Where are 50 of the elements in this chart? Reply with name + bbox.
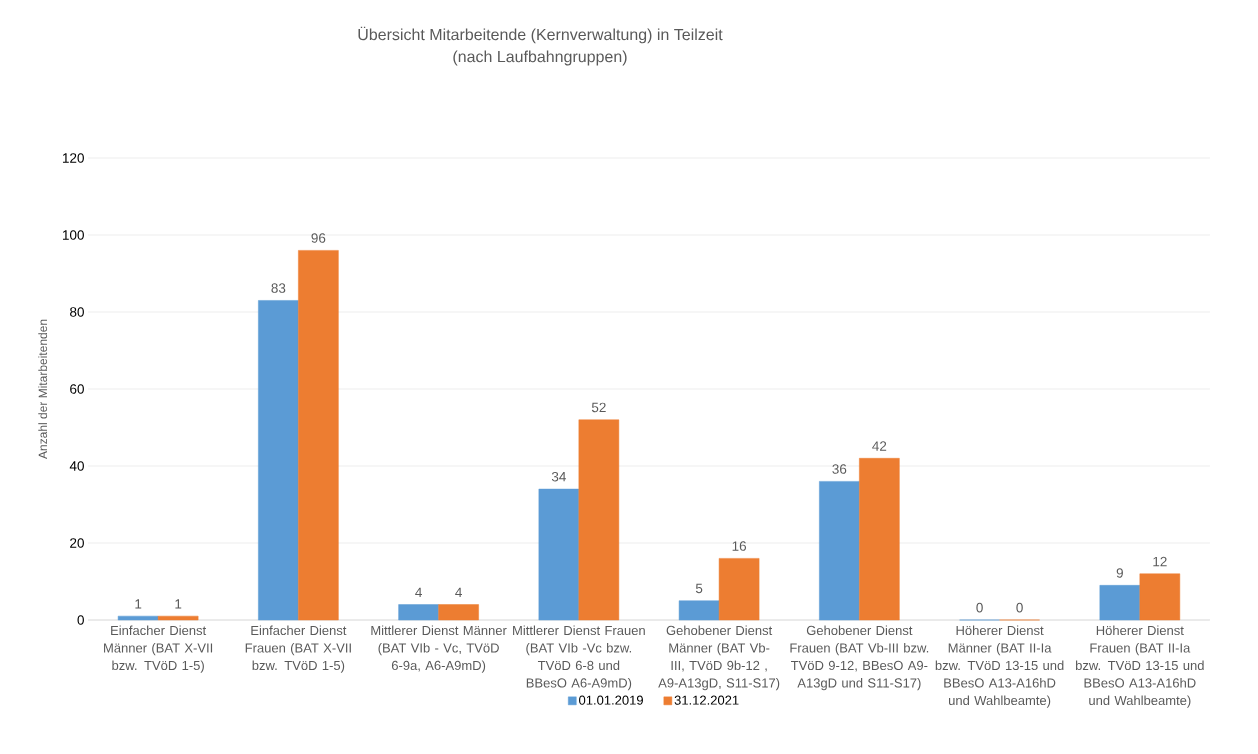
bar	[718, 558, 760, 621]
bar	[538, 488, 580, 621]
bar	[1099, 585, 1141, 621]
x-tick-label: Gehobener Dienst Frauen (BAT Vb-III bzw. TVöD 9-12, BBesO A9-A13gD und S11-S17)	[790, 625, 929, 691]
x-tick-label: Mittlerer Dienst Frauen (BAT VIb -Vc bzw. TVöD 6-8 und BBesO A6-A9mD)	[513, 625, 645, 691]
data-label: 42	[872, 441, 887, 451]
bar	[859, 458, 900, 621]
y-tick-label: 80	[70, 307, 84, 317]
data-label: 1	[135, 599, 142, 609]
data-label: 5	[695, 583, 703, 594]
data-label: 83	[271, 283, 286, 293]
data-label: 0	[1016, 602, 1023, 613]
data-label: 4	[455, 587, 462, 597]
data-label: 1	[175, 599, 182, 609]
x-tick-label: Mittlerer Dienst Männer (BAT VIb - Vc, TVöD 6-9a, A6-A9mD)	[371, 625, 507, 673]
y-tick-label: 40	[69, 461, 84, 471]
chart-title: Übersicht Mitarbeitende (Kernverwaltung) in Teilzeit	[358, 26, 723, 44]
y-tick-label: 60	[70, 384, 84, 394]
y-tick-label: 100	[62, 230, 84, 240]
bar	[117, 615, 159, 621]
bar	[398, 604, 439, 621]
bar	[438, 604, 479, 621]
x-tick-label: Höherer Dienst Frauen (BAT II-Ia bzw. TVöD 13-15 und BBesO A13-A16hD und Wahlbeamte)	[1075, 625, 1204, 708]
y-tick-label: 0	[77, 615, 84, 625]
bar	[819, 481, 860, 621]
data-label: 96	[311, 233, 326, 243]
x-tick-label: Einfacher Dienst Männer (BAT X-VII bzw. TVöD 1-5)	[104, 625, 213, 673]
bar	[578, 419, 620, 621]
y-axis-title: Anzahl der Mitarbeitenden	[38, 319, 48, 460]
y-tick-label: 20	[70, 538, 84, 548]
bar	[258, 300, 299, 621]
bar	[298, 250, 339, 621]
y-tick-label: 120	[62, 153, 84, 163]
chart-subtitle: (nach Laufbahngruppen)	[453, 50, 627, 66]
data-label: 16	[732, 541, 747, 551]
legend-label: 31.12.2021	[674, 695, 739, 705]
data-label: 12	[1153, 556, 1167, 567]
bar	[678, 600, 720, 621]
x-tick-label: Gehobener Dienst Männer (BAT Vb-III, TVöD 9b-12 , A9-A13gD, S11-S17)	[658, 625, 780, 691]
legend-label: 01.01.2019	[579, 695, 643, 705]
data-label: 52	[591, 402, 606, 413]
x-tick-label: Höherer Dienst Männer (BAT II-Ia bzw. TVöD 13-15 und BBesO A13-A16hD und Wahlbeamte)	[935, 625, 1064, 708]
bar	[1139, 573, 1181, 621]
bar	[157, 615, 199, 621]
data-label: 4	[415, 587, 422, 597]
x-tick-label: Einfacher Dienst Frauen (BAT X-VII bzw. TVöD 1-5)	[245, 625, 351, 673]
data-label: 34	[551, 471, 566, 482]
data-label: 0	[976, 602, 983, 613]
data-label: 36	[832, 464, 847, 474]
data-label: 9	[1116, 568, 1123, 578]
